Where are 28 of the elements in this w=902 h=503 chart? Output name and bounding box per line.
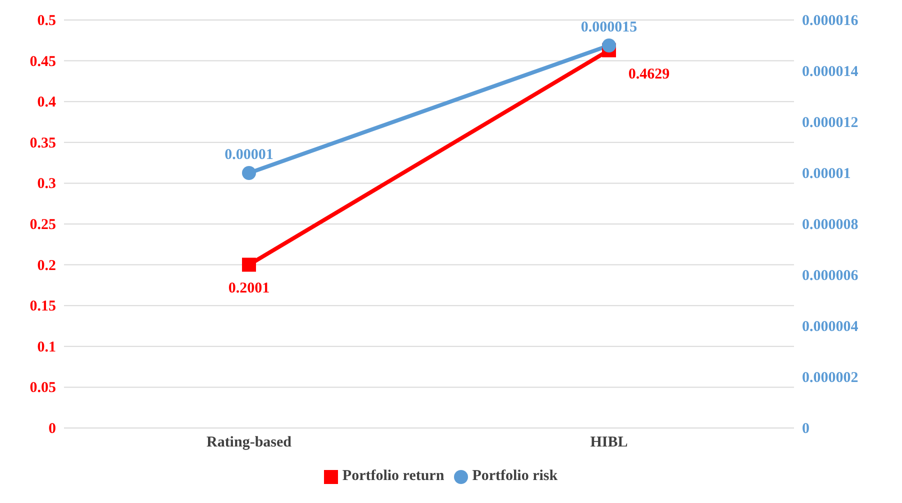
- y2-tick-label: 0.000008: [802, 217, 858, 233]
- y2-tick-label: 0.000012: [802, 115, 858, 131]
- y2-tick-label: 0.000004: [802, 319, 859, 335]
- legend-label: Portfolio risk: [472, 468, 558, 484]
- y-tick-label: 0.45: [30, 54, 56, 70]
- y-tick-label: 0.4: [37, 94, 56, 111]
- x-tick-label: Rating-based: [206, 434, 292, 451]
- y-tick-label: 0.5: [37, 13, 56, 29]
- y2-tick-label: 0.000002: [802, 370, 858, 386]
- y-tick-label: 0.25: [30, 217, 56, 233]
- y2-tick-label: 0.000006: [802, 268, 859, 284]
- y-tick-label: 0: [48, 421, 56, 437]
- data-label: 0.000015: [580, 20, 638, 36]
- data-label: 0.4629: [628, 66, 670, 82]
- y2-tick-label: 0.000014: [802, 64, 859, 80]
- y-tick-label: 0.35: [30, 135, 56, 152]
- data-label: 0.00001: [224, 147, 274, 163]
- y-tick-label: 0.15: [30, 298, 56, 315]
- y2-tick-label: 0.000016: [802, 13, 859, 29]
- legend-label: Portfolio return: [342, 468, 444, 484]
- data-label: 0.2001: [228, 280, 270, 297]
- y2-tick-label: 0.00001: [802, 166, 851, 182]
- x-tick-label: HIBL: [590, 434, 628, 451]
- y2-tick-label: 0: [802, 421, 810, 437]
- y-tick-label: 0.1: [37, 339, 56, 356]
- y-tick-label: 0.3: [37, 176, 56, 192]
- y-tick-label: 0.2: [37, 258, 56, 274]
- y-tick-label: 0.05: [30, 380, 56, 396]
